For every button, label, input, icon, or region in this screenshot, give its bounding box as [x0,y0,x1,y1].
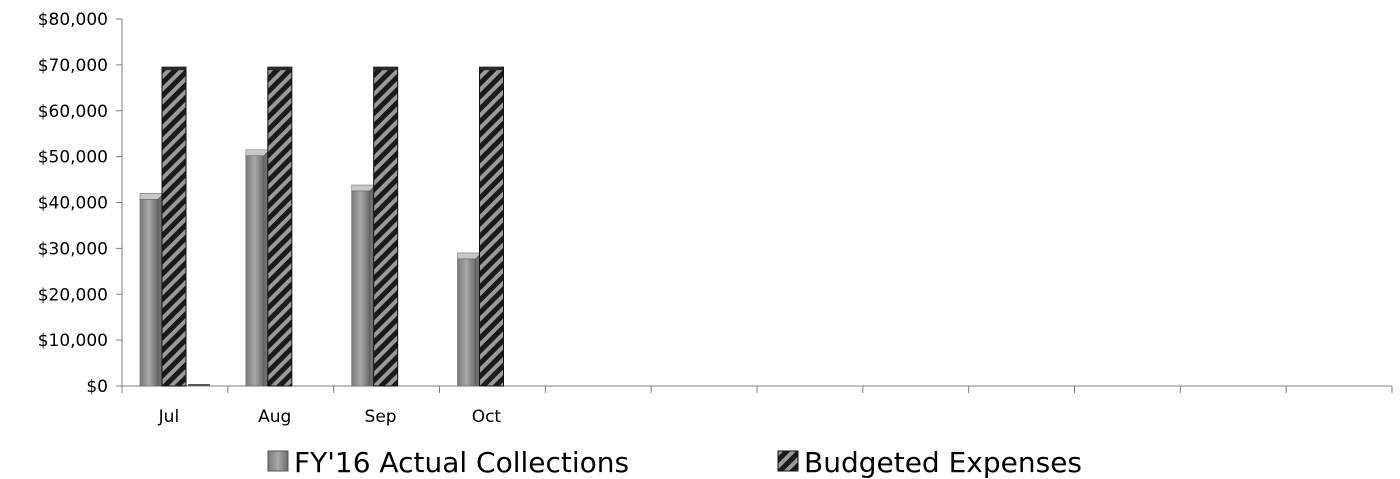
x-tick-label: Oct [472,407,502,427]
y-tick-label: $20,000 [38,285,108,305]
x-tick-label: Sep [365,407,397,427]
bar-budgeted [161,66,187,387]
legend-swatch-budgeted [777,450,799,472]
bar-collections [139,199,159,387]
bar-collections [351,190,370,387]
legend: FY'16 Actual Collections Budgeted Expens… [267,446,1082,479]
bar-top-budgeted [267,67,292,71]
y-tick-label: $0 [86,377,108,397]
bars [139,66,504,387]
y-tick-label: $10,000 [38,331,108,351]
bar-top-budgeted [162,67,186,71]
bar-top-budgeted [373,67,398,71]
legend-label-budgeted: Budgeted Expenses [804,446,1082,479]
y-tick-label: $60,000 [38,102,108,122]
y-tick-label: $80,000 [38,10,108,30]
legend-swatch-collections [267,450,289,472]
legend-label-collections: FY'16 Actual Collections [294,446,629,479]
x-tick-label: Aug [258,407,291,427]
y-tick-label: $30,000 [38,239,108,259]
y-tick-label: $40,000 [38,194,108,214]
bar-collections [457,258,476,387]
y-tick-label: $70,000 [38,56,108,76]
bar-budgeted [373,66,399,387]
y-tick-label: $50,000 [38,148,108,168]
bar-top-budgeted [479,67,504,71]
x-tick-label: Jul [158,407,180,427]
bar-budgeted [479,66,504,387]
axes: $0 $10,000 $20,000 $30,000 $40,000 $50,000 $60… [38,10,1393,427]
bar-budgeted [267,66,293,387]
bar-collections [245,155,265,387]
